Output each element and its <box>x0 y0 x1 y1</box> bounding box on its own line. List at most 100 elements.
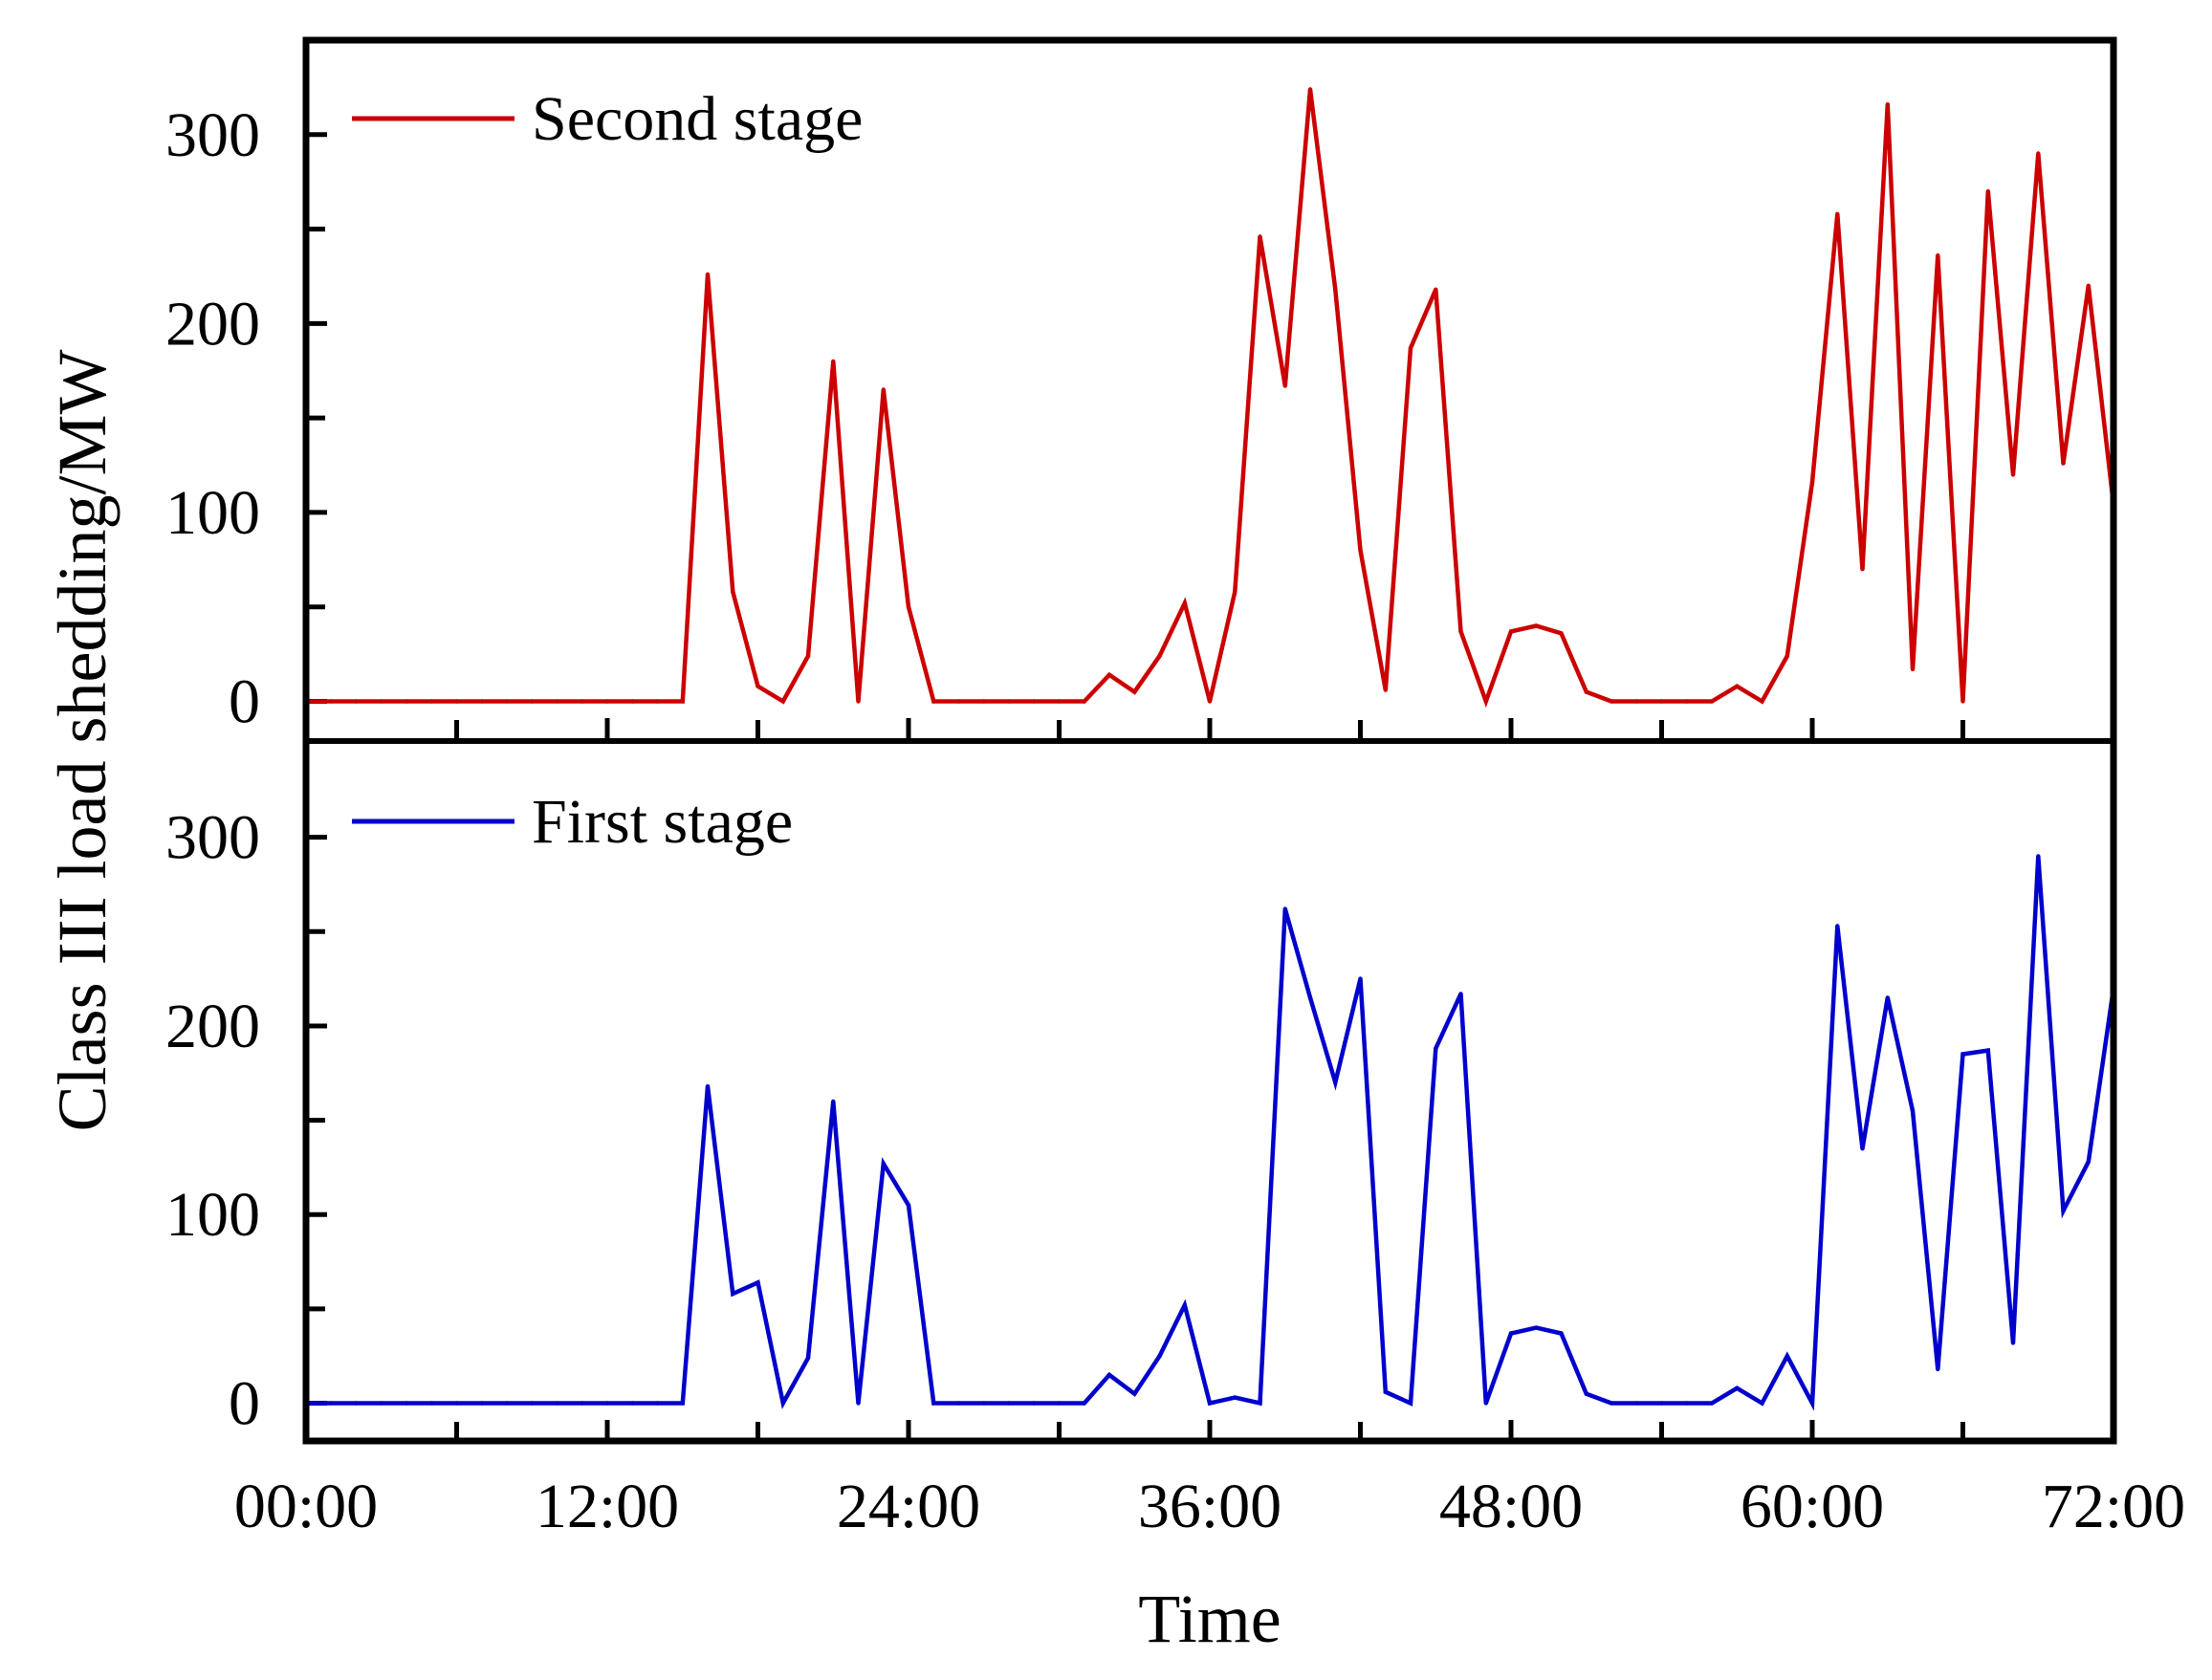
data-point <box>956 1401 961 1406</box>
data-point <box>1609 699 1614 704</box>
data-point <box>1760 1401 1764 1406</box>
data-point <box>454 699 459 704</box>
x-tick-label: 60:00 <box>1741 1472 1884 1541</box>
data-point <box>1609 1401 1614 1406</box>
data-point <box>906 604 911 609</box>
data-point <box>580 699 584 704</box>
data-point <box>881 1161 886 1167</box>
data-point <box>1006 699 1012 704</box>
data-point <box>1282 906 1288 911</box>
data-point <box>354 1401 359 1406</box>
data-point <box>1760 699 1764 704</box>
data-point <box>680 1401 685 1406</box>
data-point <box>1408 1401 1413 1406</box>
data-point <box>504 699 510 704</box>
data-point <box>1358 976 1363 981</box>
data-point <box>1785 653 1790 659</box>
data-point <box>1508 1331 1514 1336</box>
data-point <box>1936 1366 1940 1372</box>
data-point <box>1182 600 1188 605</box>
legend-label: First stage <box>532 787 793 857</box>
data-point <box>1307 995 1313 1000</box>
data-point <box>731 1291 735 1297</box>
data-point <box>1483 1401 1489 1406</box>
data-point <box>1082 1401 1087 1406</box>
data-point <box>1534 623 1539 628</box>
data-point <box>1910 666 1916 672</box>
data-point <box>1157 653 1162 659</box>
data-point <box>1684 699 1690 704</box>
data-point <box>981 1401 987 1406</box>
data-point <box>655 699 660 704</box>
data-point <box>379 1401 383 1406</box>
data-point <box>731 589 735 595</box>
data-point <box>1282 383 1288 388</box>
data-point <box>604 1401 610 1406</box>
x-tick-label: 00:00 <box>234 1472 378 1541</box>
data-point <box>805 1356 811 1361</box>
data-point <box>630 699 635 704</box>
data-point <box>2036 151 2041 156</box>
data-point <box>931 699 936 704</box>
data-point <box>429 1401 434 1406</box>
data-point <box>1534 1325 1539 1330</box>
data-point <box>604 699 610 704</box>
data-point <box>1659 1401 1664 1406</box>
data-point <box>956 699 961 704</box>
data-point <box>404 1401 409 1406</box>
series-line <box>306 856 2116 1411</box>
data-point <box>1659 699 1664 704</box>
data-point <box>705 1083 711 1089</box>
data-point <box>1207 1401 1213 1406</box>
data-point <box>1434 287 1438 292</box>
data-point <box>756 1280 760 1285</box>
data-point <box>1809 1401 1815 1406</box>
data-point <box>1458 629 1463 634</box>
data-point <box>354 699 359 704</box>
data-point <box>655 1401 660 1406</box>
data-point <box>630 1401 635 1406</box>
data-point <box>680 699 685 704</box>
data-point <box>1809 480 1815 485</box>
data-point <box>1910 1108 1916 1113</box>
data-point <box>555 1401 559 1406</box>
data-point <box>1584 689 1589 694</box>
data-point <box>479 699 484 704</box>
data-point <box>831 359 836 364</box>
data-point <box>1333 287 1338 292</box>
data-point <box>2061 461 2066 466</box>
data-point <box>1408 345 1413 351</box>
y-tick-label: 200 <box>165 289 260 359</box>
data-point <box>1559 631 1564 636</box>
data-point <box>454 1401 459 1406</box>
data-point <box>1785 1354 1790 1359</box>
y-tick-label: 100 <box>165 478 260 548</box>
y-tick-label: 200 <box>165 992 260 1061</box>
panel-first-stage: 0 100 200 300 First stage <box>165 787 2116 1441</box>
data-point <box>1508 629 1514 634</box>
x-axis-title: Time <box>1138 1581 1281 1657</box>
data-point <box>856 699 861 704</box>
data-point <box>1835 211 1840 216</box>
data-point <box>1885 102 1891 107</box>
data-point <box>329 699 334 704</box>
data-point <box>1584 1391 1589 1396</box>
data-point <box>1082 699 1087 704</box>
data-point <box>1157 1354 1162 1359</box>
data-point <box>1383 1389 1389 1394</box>
data-point <box>931 1401 936 1406</box>
data-point <box>2086 1159 2091 1165</box>
data-point <box>856 1401 861 1406</box>
data-point <box>1960 1052 1965 1057</box>
data-point <box>1735 684 1740 688</box>
data-point <box>1383 687 1389 692</box>
data-point <box>1207 699 1213 704</box>
data-point <box>2036 854 2041 859</box>
data-point <box>1709 699 1715 704</box>
data-point <box>780 1401 785 1406</box>
data-point <box>1358 548 1363 553</box>
data-point <box>981 699 987 704</box>
data-point <box>555 699 559 704</box>
data-point <box>504 1401 510 1406</box>
